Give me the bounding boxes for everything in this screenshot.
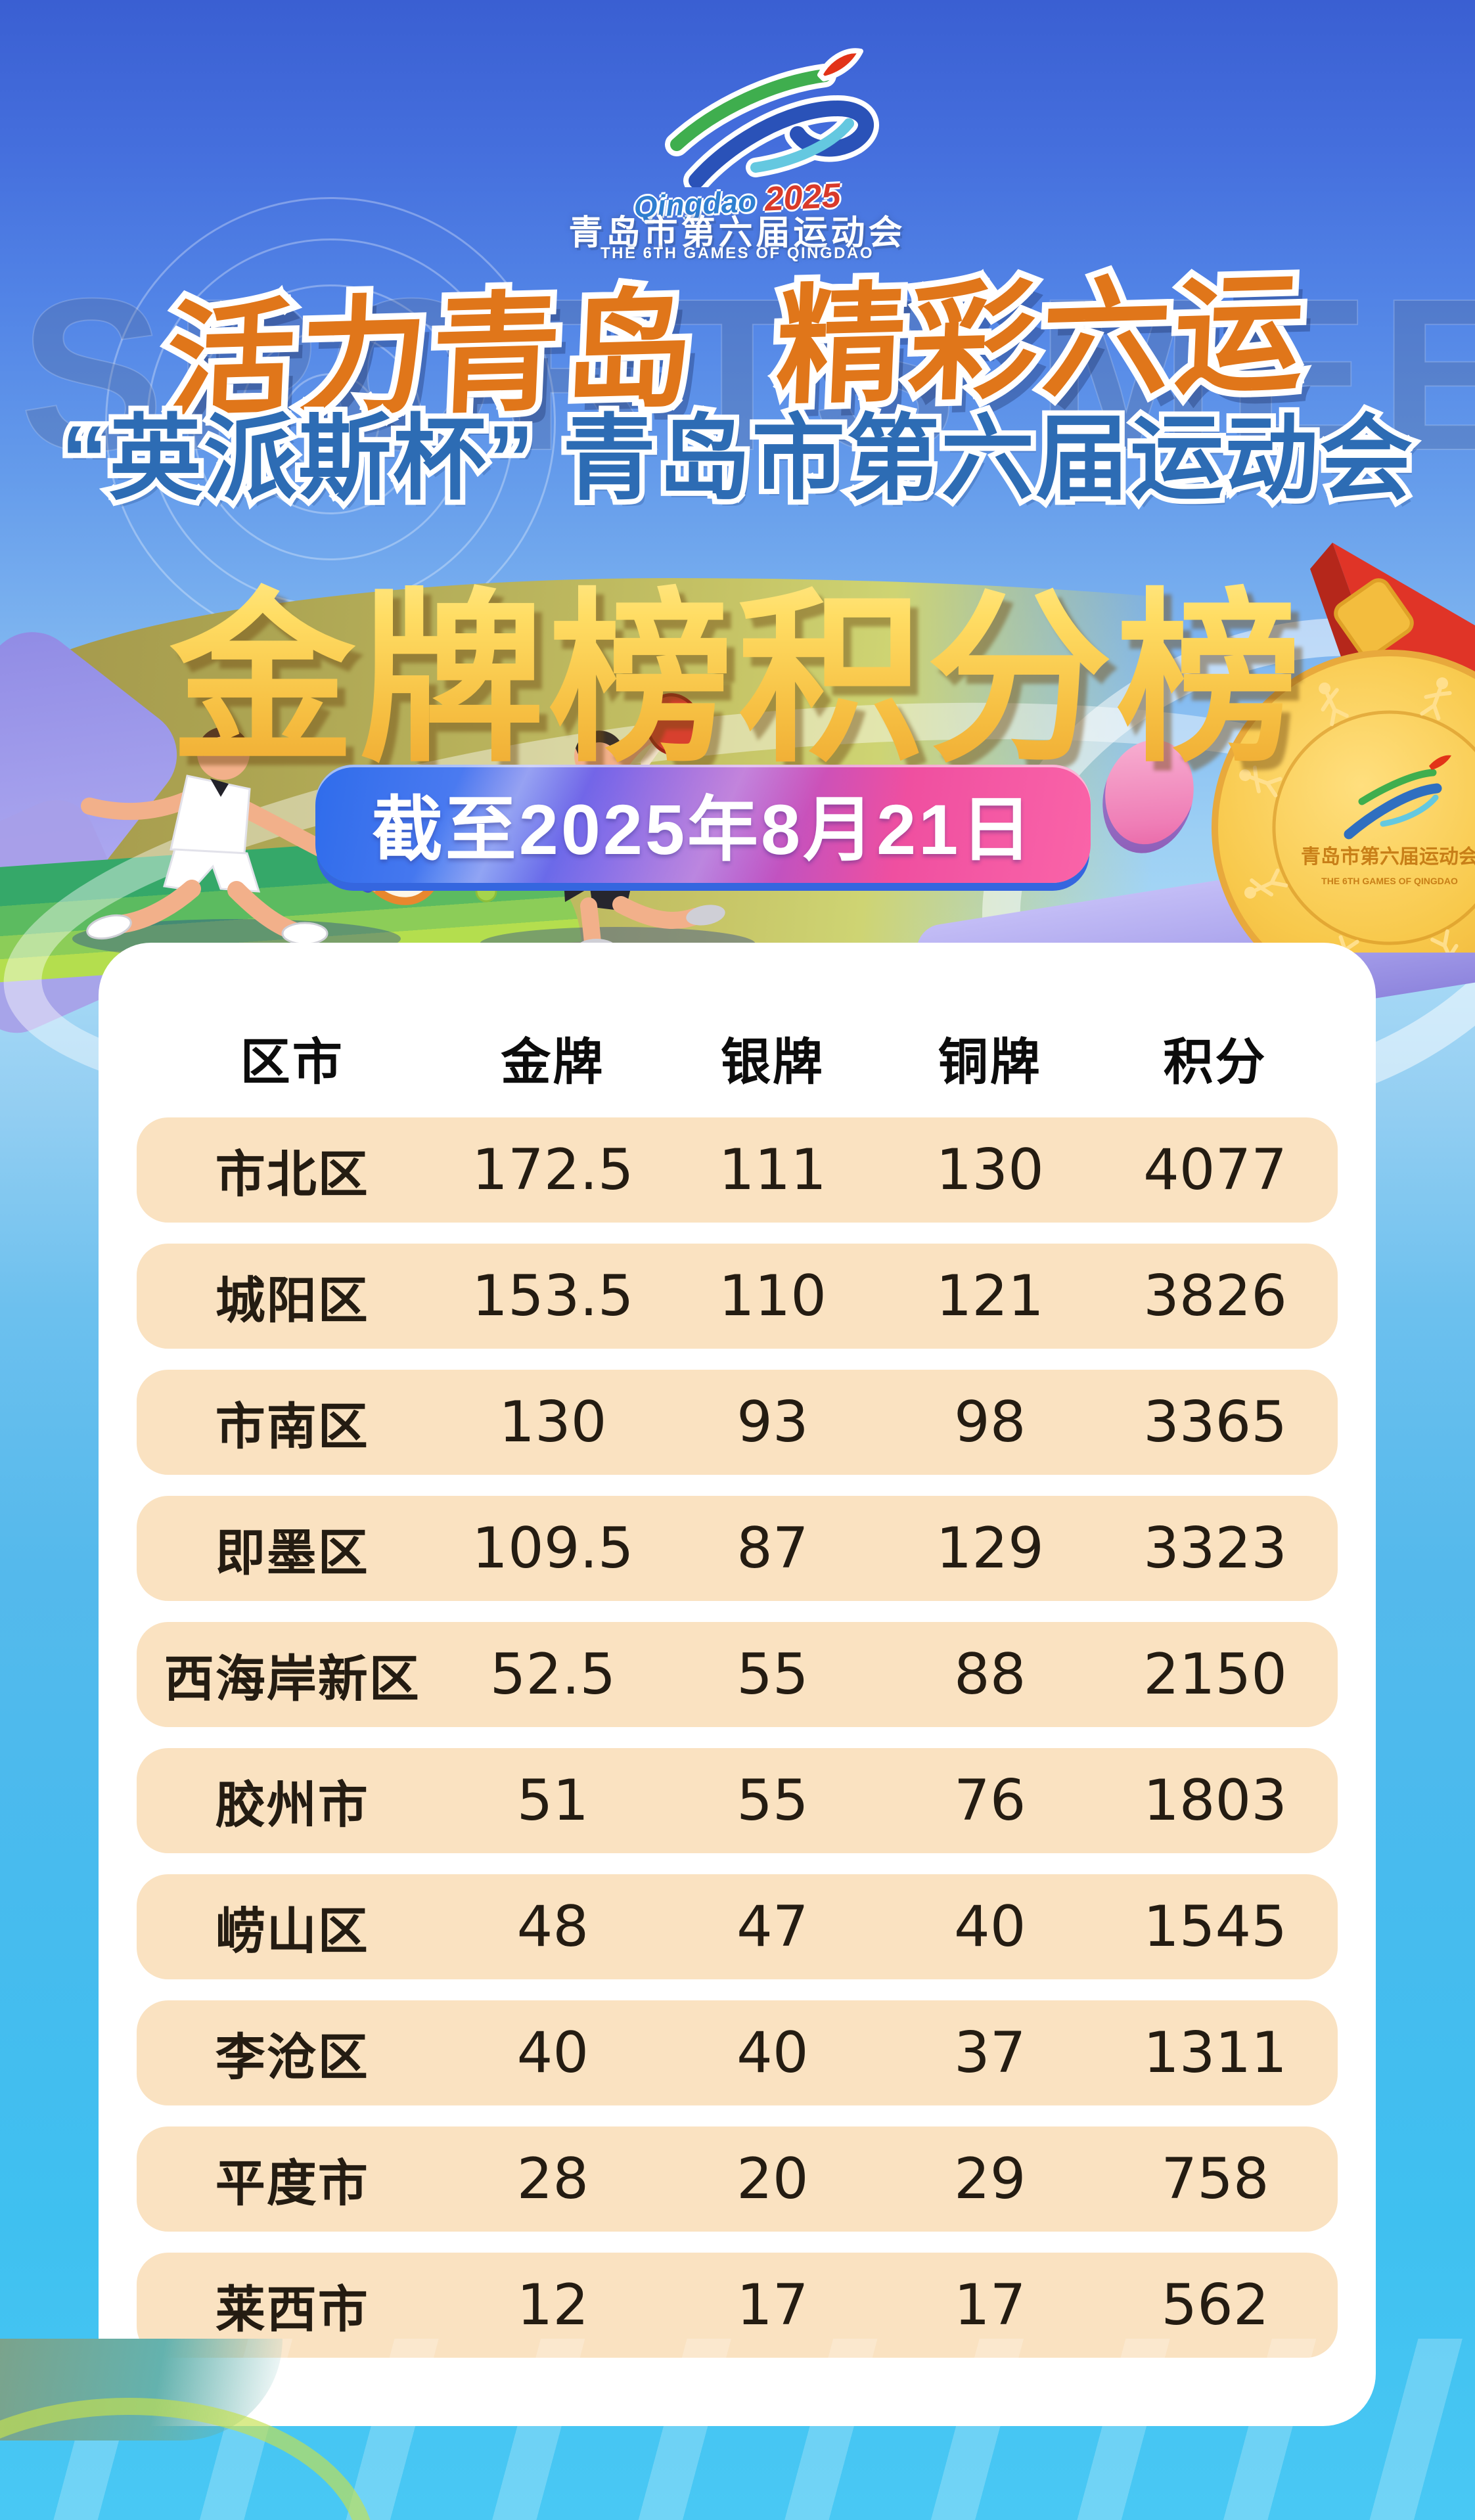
cell-silver: 87 <box>737 1516 809 1581</box>
cell-gold: 12 <box>516 2272 589 2338</box>
medal-center-logo <box>1344 755 1451 840</box>
cell-gold: 52.5 <box>489 1642 616 1707</box>
cell-bronze: 37 <box>954 2020 1026 2086</box>
cell-district: 市北区 <box>215 1147 369 1203</box>
cell-district: 平度市 <box>215 2156 369 2212</box>
cell-district: 莱西市 <box>215 2282 369 2338</box>
arc-ring <box>281 373 380 472</box>
standings-card: 区市 金牌 银牌 铜牌 积分 市北区 172.5 111 130 4077 城阳… <box>99 943 1376 2426</box>
date-badge: 截至2025年8月21日 <box>315 765 1091 883</box>
cell-points: 1545 <box>1143 1894 1287 1960</box>
cell-gold: 51 <box>516 1768 589 1834</box>
column-header-silver: 银牌 <box>720 1035 825 1091</box>
table-row: 崂山区 48 47 40 1545 <box>137 1874 1338 1979</box>
sport-pictograms-ring <box>1239 677 1459 953</box>
cell-district: 李沧区 <box>215 2030 369 2086</box>
cell-bronze: 88 <box>954 1642 1026 1707</box>
cell-silver: 55 <box>737 1642 809 1707</box>
table-row: 市北区 172.5 111 130 4077 <box>137 1117 1338 1223</box>
logo-title-en: THE 6TH GAMES OF QINGDAO <box>600 244 874 262</box>
date-badge-text: 截至2025年8月21日 <box>371 790 1035 869</box>
sports-meet-watermark: SPORTS MEET <box>19 252 1475 496</box>
arc-ring <box>193 284 468 560</box>
cell-silver: 110 <box>718 1263 827 1329</box>
cell-points: 1803 <box>1143 1768 1287 1834</box>
page-title: 金牌榜积分榜 <box>0 529 1475 798</box>
table-row: 胶州市 51 55 76 1803 <box>137 1748 1338 1853</box>
cell-points: 1311 <box>1143 2020 1287 2086</box>
cell-district: 崂山区 <box>215 1904 369 1960</box>
cell-silver: 93 <box>737 1389 809 1455</box>
cell-district: 市南区 <box>215 1399 369 1455</box>
table-row: 城阳区 153.5 110 121 3826 <box>137 1244 1338 1349</box>
table-body: 市北区 172.5 111 130 4077 城阳区 153.5 110 121… <box>137 1117 1338 2358</box>
table-row: 李沧区 40 40 37 1311 <box>137 2000 1338 2105</box>
cell-points: 3826 <box>1143 1263 1287 1329</box>
cell-bronze: 17 <box>954 2272 1026 2338</box>
table-row: 平度市 28 20 29 758 <box>137 2126 1338 2232</box>
event-headline: “英派斯杯” 青岛市第六届运动会 “英派斯杯” 青岛市第六届运动会 <box>0 382 1475 516</box>
cell-silver: 111 <box>718 1137 827 1203</box>
cell-gold: 109.5 <box>472 1516 634 1581</box>
cell-points: 562 <box>1161 2272 1269 2338</box>
column-header-points: 积分 <box>1163 1035 1267 1091</box>
table-row: 西海岸新区 52.5 55 88 2150 <box>137 1622 1338 1727</box>
table-row: 市南区 130 93 98 3365 <box>137 1370 1338 1475</box>
column-header-bronze: 铜牌 <box>938 1035 1042 1091</box>
cell-gold: 172.5 <box>472 1137 634 1203</box>
cell-points: 758 <box>1161 2146 1269 2212</box>
cell-points: 3365 <box>1143 1389 1287 1455</box>
cell-points: 4077 <box>1143 1137 1287 1203</box>
cell-district: 即墨区 <box>215 1525 369 1581</box>
cell-points: 2150 <box>1143 1642 1287 1707</box>
headline-text: “英派斯杯” 青岛市第六届运动会 <box>60 407 1415 511</box>
column-header-gold: 金牌 <box>501 1035 605 1091</box>
cell-bronze: 130 <box>936 1137 1044 1203</box>
table-row: 即墨区 109.5 87 129 3323 <box>137 1496 1338 1601</box>
arc-ring <box>238 330 422 514</box>
cell-bronze: 40 <box>954 1894 1026 1960</box>
cell-points: 3323 <box>1143 1516 1287 1581</box>
cell-silver: 17 <box>737 2272 809 2338</box>
logo-title-cn: 青岛市第六届运动会 <box>568 214 906 252</box>
cell-silver: 40 <box>737 2020 809 2086</box>
cell-bronze: 98 <box>954 1389 1026 1455</box>
cell-silver: 55 <box>737 1768 809 1834</box>
cell-bronze: 76 <box>954 1768 1026 1834</box>
headline-outline: “英派斯杯” 青岛市第六届运动会 <box>56 401 1418 516</box>
games-logo-swoosh-icon <box>665 48 879 187</box>
medal-label-cn: 青岛市第六届运动会 <box>1301 845 1475 868</box>
cell-gold: 48 <box>516 1894 589 1960</box>
column-header-district: 区市 <box>240 1035 344 1091</box>
cell-bronze: 121 <box>936 1263 1044 1329</box>
cell-district: 西海岸新区 <box>164 1652 420 1707</box>
cell-gold: 28 <box>516 2146 589 2212</box>
tennis-ball <box>475 880 497 903</box>
table-header-row: 区市 金牌 银牌 铜牌 积分 <box>137 1022 1338 1091</box>
medal-label-en: THE 6TH GAMES OF QINGDAO <box>1321 876 1458 886</box>
cell-bronze: 129 <box>936 1516 1044 1581</box>
cell-silver: 47 <box>737 1894 809 1960</box>
cell-gold: 130 <box>499 1389 607 1455</box>
cell-gold: 40 <box>516 2020 589 2086</box>
cell-district: 胶州市 <box>215 1778 369 1834</box>
cell-gold: 153.5 <box>472 1263 634 1329</box>
cell-silver: 20 <box>737 2146 809 2212</box>
gold-medal-illustration: 青岛市第六届运动会 THE 6TH GAMES OF QINGDAO <box>1212 543 1475 953</box>
medal-hanger-tab <box>1334 578 1414 658</box>
cell-district: 城阳区 <box>215 1273 369 1329</box>
cell-bronze: 29 <box>954 2146 1026 2212</box>
table-row: 莱西市 12 17 17 562 <box>137 2253 1338 2358</box>
